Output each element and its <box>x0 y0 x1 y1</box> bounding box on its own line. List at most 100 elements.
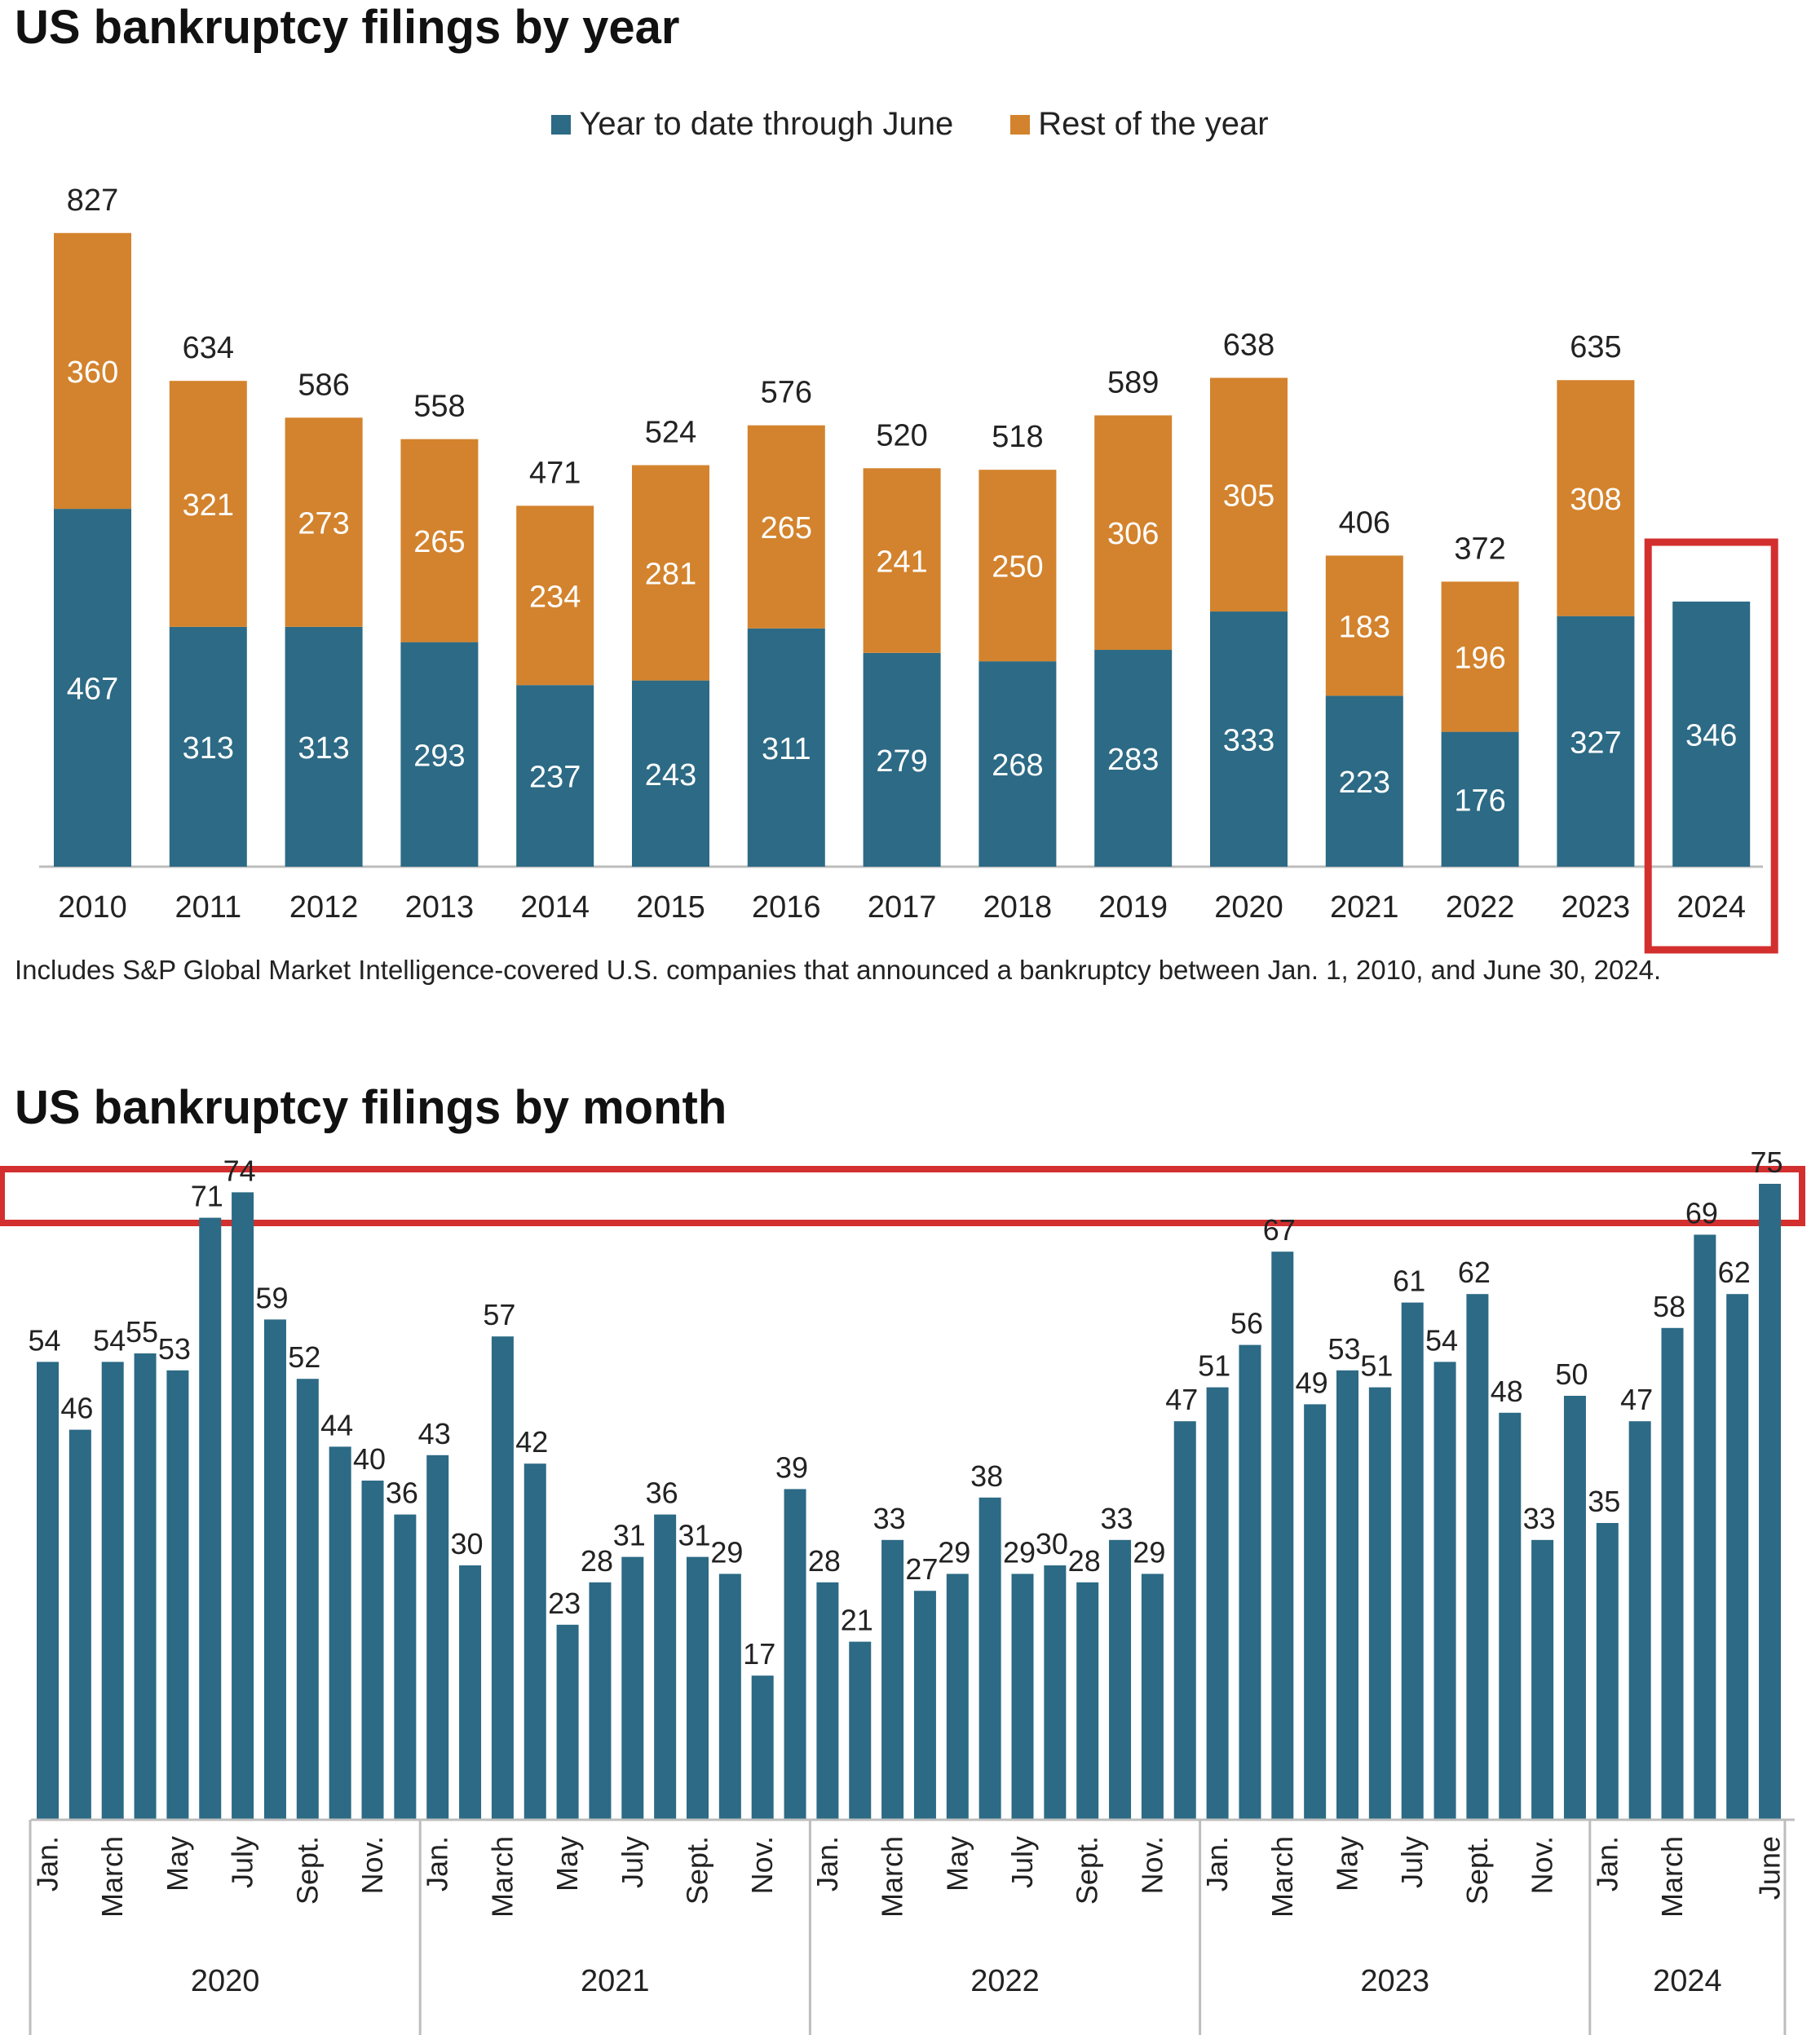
month-bar-value: 47 <box>1165 1383 1198 1416</box>
month-bar-value: 71 <box>191 1180 223 1213</box>
bar-ytd-2021 <box>1325 695 1403 867</box>
bar-rest-2013 <box>400 439 479 642</box>
bar-rest-2014 <box>516 505 594 686</box>
bar-rest-2022 <box>1441 581 1519 732</box>
month-bar <box>1206 1387 1229 1820</box>
bar-total-2011: 634 <box>183 331 234 365</box>
bar-ytd-2012 <box>285 626 363 867</box>
month-bar-value: 47 <box>1620 1383 1653 1416</box>
year-tick-label-2014: 2014 <box>520 890 590 925</box>
bar-label-rest-2018: 250 <box>992 550 1043 585</box>
bar-label-ytd-2023: 327 <box>1570 726 1621 760</box>
bar-ytd-2019 <box>1094 650 1173 867</box>
month-bar <box>1726 1294 1749 1820</box>
month-bar-value: 57 <box>483 1298 515 1331</box>
year-tick-label-2016: 2016 <box>752 890 821 925</box>
month-bar <box>1141 1574 1164 1820</box>
month-bar <box>816 1582 839 1820</box>
month-bar <box>394 1514 417 1820</box>
bar-total-2013: 558 <box>413 390 465 424</box>
legend-label-rest: Rest of the year <box>1038 106 1269 142</box>
year-chart-legend: Year to date through June Rest of the ye… <box>0 106 1820 143</box>
month-bar-value: 33 <box>1523 1502 1556 1535</box>
month-bar <box>978 1497 1001 1820</box>
year-tick-label-2013: 2013 <box>405 890 475 925</box>
bar-label-ytd-2024: 346 <box>1685 718 1737 753</box>
month-bar <box>913 1591 936 1820</box>
bar-label-rest-2010: 360 <box>67 355 118 390</box>
month-bar <box>1661 1327 1684 1820</box>
month-bar <box>849 1641 872 1820</box>
bar-ytd-2016 <box>747 628 825 867</box>
bar-label-rest-2019: 306 <box>1107 517 1159 551</box>
legend-label-ytd: Year to date through June <box>579 106 954 142</box>
year-group-label-2024: 2024 <box>1653 1964 1722 1998</box>
month-tick-label: March <box>1655 1836 1689 1918</box>
month-bar <box>459 1565 482 1820</box>
month-bar <box>1401 1302 1424 1820</box>
month-bar-value: 33 <box>1101 1502 1133 1535</box>
month-bar <box>1239 1344 1261 1820</box>
month-tick-label: Jan. <box>31 1836 64 1892</box>
month-bar <box>784 1489 806 1820</box>
month-bar <box>1466 1294 1489 1820</box>
month-bar-value: 27 <box>905 1552 938 1586</box>
bar-label-rest-2014: 234 <box>529 580 581 614</box>
month-bar-value: 17 <box>743 1637 775 1671</box>
month-bar-value: 54 <box>28 1323 60 1357</box>
month-bar <box>263 1319 286 1820</box>
legend-swatch-rest <box>1010 114 1031 135</box>
month-bar <box>101 1362 124 1820</box>
month-bar <box>166 1370 189 1820</box>
month-bar-value: 28 <box>1068 1544 1101 1578</box>
bar-label-rest-2011: 321 <box>183 488 234 523</box>
year-group-label-2022: 2022 <box>970 1964 1040 1998</box>
month-bar <box>718 1574 741 1820</box>
month-bar-value: 56 <box>1230 1307 1263 1340</box>
highlight-box-2024 <box>1644 538 1778 954</box>
month-tick-label: Nov. <box>1526 1836 1559 1894</box>
month-bar-value: 51 <box>1360 1349 1393 1383</box>
month-bar <box>37 1362 59 1820</box>
month-bar <box>1271 1251 1294 1820</box>
bar-label-rest-2021: 183 <box>1339 610 1390 644</box>
month-bar <box>1304 1404 1327 1820</box>
bar-rest-2012 <box>285 417 363 627</box>
bar-label-ytd-2016: 311 <box>762 732 811 766</box>
bar-rest-2021 <box>1325 555 1403 696</box>
bar-total-2014: 471 <box>529 456 581 490</box>
month-tick-label: Sept. <box>681 1836 714 1905</box>
month-tick-label: May <box>550 1836 584 1892</box>
year-tick-label-2017: 2017 <box>868 890 937 925</box>
bar-label-rest-2016: 265 <box>761 511 812 545</box>
year-tick-label-2023: 2023 <box>1562 890 1631 925</box>
month-bar <box>199 1217 222 1820</box>
month-bar <box>621 1556 644 1820</box>
year-tick-label-2020: 2020 <box>1214 890 1283 925</box>
month-bar <box>1076 1582 1099 1820</box>
month-bar-value: 35 <box>1588 1485 1620 1518</box>
month-bar <box>1011 1574 1034 1820</box>
bar-total-2020: 638 <box>1223 328 1274 362</box>
year-tick-label-2012: 2012 <box>289 890 359 925</box>
bar-label-ytd-2011: 313 <box>183 731 234 766</box>
year-chart-title: US bankruptcy filings by year <box>15 1 680 54</box>
month-bar-value: 21 <box>841 1604 873 1637</box>
month-tick-label: Jan. <box>1200 1836 1234 1892</box>
highlight-band-max <box>0 1166 1805 1226</box>
month-tick-label: March <box>485 1836 519 1918</box>
month-bar-value: 48 <box>1491 1375 1523 1408</box>
bar-rest-2011 <box>169 381 247 627</box>
month-bar <box>556 1624 579 1820</box>
month-bar-value: 62 <box>1718 1256 1751 1289</box>
month-bar <box>946 1574 969 1820</box>
month-tick-label: March <box>876 1836 909 1918</box>
bar-label-rest-2023: 308 <box>1570 483 1621 517</box>
bar-label-ytd-2021: 223 <box>1339 766 1390 800</box>
month-bar <box>1044 1565 1067 1820</box>
month-tick-label: Sept. <box>1460 1836 1494 1905</box>
month-bar-value: 30 <box>1036 1527 1068 1560</box>
bar-ytd-2011 <box>169 626 247 867</box>
month-bar <box>1173 1421 1196 1820</box>
